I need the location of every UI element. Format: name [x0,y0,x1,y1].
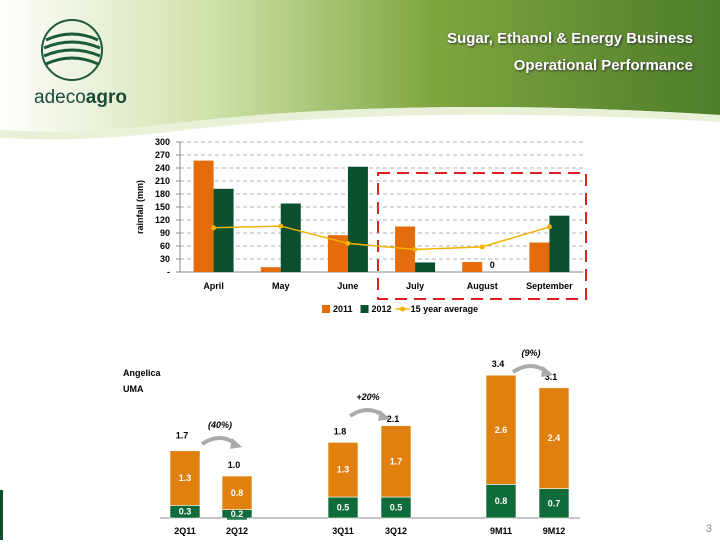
annotation-arrowhead [230,438,242,449]
segment-label-box [491,495,511,508]
line-marker [479,244,485,250]
segment-label: 0.5 [337,503,350,513]
logo-text: adecoagro [34,87,127,108]
annotation: (9%) [521,348,540,358]
segment-label-box [227,486,247,499]
line-marker [412,246,418,252]
segment-label-box [491,423,511,436]
segment-label-box [544,432,564,445]
segment-label-box [386,455,406,468]
legend-swatch [360,305,369,313]
y-tick-label: 300 [155,137,170,147]
bar [529,242,550,272]
x-tick-label: July [406,281,424,291]
total-label: 1.8 [334,426,347,436]
y-tick-label: 60 [160,241,170,251]
total-label: 3.4 [492,359,505,369]
y-tick-label: 120 [155,215,170,225]
total-label: 1.0 [228,460,241,470]
line-marker [345,240,351,246]
segment-label: 1.3 [179,473,192,483]
segment-label-box [386,501,406,514]
segment-label: 0.2 [231,509,244,519]
segment-label: 0.5 [390,503,403,513]
total-label: 3.1 [545,372,558,382]
segment-label: 2.4 [548,433,561,443]
bar [549,215,570,272]
x-tick-label: 9M11 [490,526,512,536]
bar [462,262,483,272]
total-label: 2.1 [387,414,400,424]
page-number: 3 [706,523,712,535]
segment-label: 1.3 [337,465,350,475]
y-tick-label: 150 [155,202,170,212]
y-tick-label: 210 [155,176,170,186]
x-tick-label: 3Q12 [385,526,407,536]
bar [327,235,348,272]
segment-label: 0.3 [179,507,192,517]
logo-mark [41,19,103,81]
y-tick-label: 30 [160,254,170,264]
segment-label: 0.8 [495,496,508,506]
legend-label: 2012 [372,304,392,314]
x-tick-label: August [467,281,498,291]
segment-label: 0.8 [231,488,244,498]
x-tick-label: 2Q12 [226,526,248,536]
annotation: +20% [356,392,379,402]
legend-label: 2011 [333,304,353,314]
bar [280,203,301,272]
title: Sugar, Ethanol & Energy Business [447,30,693,47]
bar [193,160,214,272]
annotation-arrowhead [378,410,390,421]
bar [213,188,234,272]
y-tick-label: - [167,267,170,277]
annotation-arrowhead [541,366,553,377]
header-edge [0,107,720,140]
line-series [213,225,550,251]
x-tick-label: May [272,281,290,291]
x-tick-label: 9M12 [543,526,566,536]
annotation: (40%) [208,420,232,430]
y-tick-label: 180 [155,189,170,199]
y-tick-label: 240 [155,163,170,173]
highlight-box [377,172,587,300]
title: Operational Performance [514,57,693,74]
line-marker [211,225,217,231]
segment-label-box [227,507,247,520]
legend-label: UMA [123,384,144,394]
segment-label-box [333,501,353,514]
segment-label-box [175,472,195,485]
legend-swatch [322,305,330,313]
x-tick-label: 3Q11 [332,526,354,536]
segment-label-box [333,463,353,476]
bar [260,267,281,272]
x-tick-label: June [337,281,358,291]
segment-label: 2.6 [495,425,508,435]
legend-label: 15 year average [411,304,479,314]
y-tick-label: 90 [160,228,170,238]
legend-swatch [400,306,406,312]
segment-label: 0.7 [548,498,561,508]
legend-label: Angelica [123,368,162,378]
segment-label: 1.7 [390,456,403,466]
y-axis-label: rainfall (mm) [135,180,145,234]
total-label: 1.7 [176,431,189,441]
x-tick-label: April [203,281,224,291]
line-marker [278,223,284,229]
header-band [0,0,720,132]
bar [347,166,368,272]
segment-label-box [175,505,195,518]
x-tick-label: 2Q11 [174,526,196,536]
bar [415,262,436,272]
segment-label-box [544,497,564,510]
y-tick-label: 270 [155,150,170,160]
data-label: 0 [490,260,495,270]
side-accent [0,490,3,540]
line-marker [546,224,552,230]
x-tick-label: September [526,281,573,291]
